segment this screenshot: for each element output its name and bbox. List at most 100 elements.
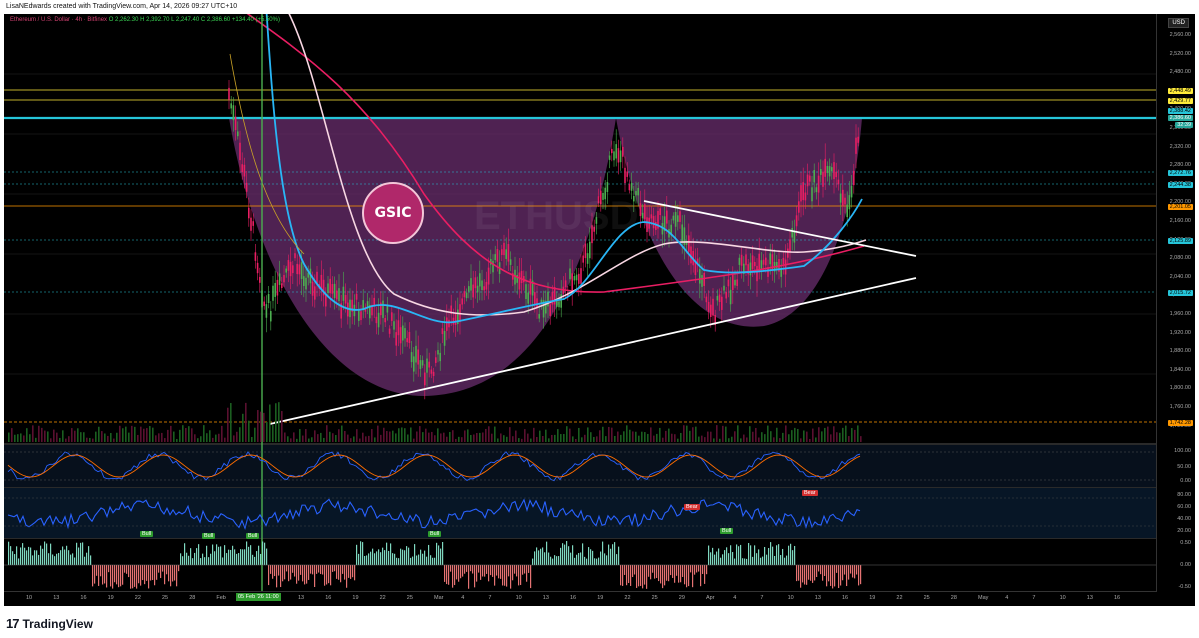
volume-bar bbox=[188, 426, 190, 442]
volume-bar bbox=[749, 426, 751, 442]
histogram-bar bbox=[764, 546, 766, 565]
volume-bar bbox=[413, 438, 415, 442]
histogram-bar bbox=[324, 565, 326, 586]
volume-bar bbox=[179, 429, 181, 442]
candle-body bbox=[329, 278, 331, 294]
chart-frame[interactable]: GSIC ETHUSD Ethereum / U.S. Dollar · 4h … bbox=[4, 14, 1195, 606]
volume-bar bbox=[257, 410, 259, 442]
time-tick: 28 bbox=[189, 595, 196, 601]
candle-body bbox=[395, 332, 397, 346]
volume-bar bbox=[590, 432, 592, 442]
candle-body bbox=[239, 142, 241, 161]
histogram-bar bbox=[586, 558, 588, 565]
price-axis[interactable]: 2,560.002,520.002,480.002,440.002,400.00… bbox=[1156, 14, 1195, 606]
symbol-legend[interactable]: Ethereum / U.S. Dollar · 4h · Bitfinex O… bbox=[10, 17, 280, 23]
time-tick: 7 bbox=[488, 595, 492, 601]
tradingview-logo[interactable]: 17 TradingView bbox=[6, 616, 93, 631]
time-axis[interactable]: 10 13 16 19 22 25 28 Feb 10 13 16 19 22 25 Mar 4 7 10 13 16… bbox=[4, 591, 1157, 606]
volume-bar bbox=[170, 425, 172, 442]
volume-bar bbox=[44, 430, 46, 442]
histogram-bar bbox=[122, 565, 124, 585]
candle-body bbox=[234, 116, 237, 131]
volume-bar bbox=[506, 436, 508, 442]
symbol-name[interactable]: Ethereum / U.S. Dollar · 4h · Bitfinex bbox=[10, 17, 108, 23]
histogram-bar bbox=[294, 565, 296, 577]
histogram-bar bbox=[164, 565, 166, 585]
candle-body bbox=[844, 197, 846, 205]
candle-body bbox=[729, 289, 732, 305]
histogram-bar bbox=[410, 557, 412, 565]
histogram-bar bbox=[566, 541, 568, 565]
volume-bar bbox=[695, 426, 697, 442]
candle-body bbox=[857, 136, 859, 143]
histogram-bar bbox=[738, 546, 740, 565]
histogram-bar bbox=[360, 541, 362, 565]
candle-body bbox=[243, 164, 246, 177]
candle-body bbox=[384, 318, 386, 323]
chart-canvas[interactable] bbox=[4, 14, 1195, 606]
histogram-bar bbox=[574, 557, 576, 565]
histogram-bar bbox=[464, 565, 466, 574]
time-tick: 25 bbox=[651, 595, 658, 601]
histogram-bar bbox=[544, 552, 546, 565]
histogram-bar bbox=[502, 565, 504, 586]
histogram-bar bbox=[828, 565, 830, 582]
gsic-logo-text: GSIC bbox=[374, 205, 412, 221]
histogram-bar bbox=[138, 565, 140, 584]
signal-label-bear: Bear bbox=[802, 490, 818, 496]
volume-bar bbox=[716, 425, 718, 442]
volume-bar bbox=[608, 426, 610, 442]
volume-bar bbox=[527, 433, 529, 442]
histogram-bar bbox=[140, 565, 142, 586]
histogram-bar bbox=[670, 565, 672, 576]
volume-bar bbox=[392, 430, 394, 442]
histogram-bar bbox=[714, 554, 716, 565]
volume-bar bbox=[512, 436, 514, 442]
volume-bar bbox=[152, 427, 154, 442]
volume-bar bbox=[278, 402, 280, 442]
candle-body bbox=[652, 216, 655, 229]
histogram-bar bbox=[632, 565, 634, 578]
candle-body bbox=[474, 277, 477, 289]
volume-bar bbox=[215, 434, 217, 442]
candle-body bbox=[586, 253, 589, 264]
volume-bar bbox=[605, 436, 607, 442]
candle-body bbox=[525, 284, 527, 299]
candle-body bbox=[580, 268, 582, 284]
volume-bar bbox=[473, 434, 475, 442]
volume-bar bbox=[434, 435, 436, 442]
volume-bar bbox=[137, 434, 139, 442]
price-tick: 1,880.00 bbox=[1169, 348, 1191, 355]
histogram-bar bbox=[188, 555, 190, 565]
volume-bar bbox=[575, 438, 577, 442]
currency-button[interactable]: USD bbox=[1168, 18, 1189, 28]
symbol-watermark: ETHUSD bbox=[474, 194, 639, 238]
volume-bar bbox=[296, 438, 298, 442]
histogram-bar bbox=[780, 555, 782, 565]
candle-body bbox=[413, 356, 415, 372]
volume-bar bbox=[782, 432, 784, 442]
histogram-bar bbox=[194, 552, 196, 565]
histogram-bar bbox=[110, 565, 112, 587]
volume-bar bbox=[191, 428, 193, 442]
candle-body bbox=[531, 280, 534, 296]
volume-bar bbox=[719, 438, 721, 442]
histogram-bar bbox=[444, 565, 446, 582]
candle-body bbox=[701, 275, 703, 287]
osc-tick: 20.00 bbox=[1177, 528, 1191, 534]
histogram-bar bbox=[226, 553, 228, 565]
volume-bar bbox=[560, 434, 562, 442]
histogram-bar bbox=[618, 546, 620, 565]
candle-body bbox=[608, 155, 611, 160]
candle-body bbox=[738, 257, 741, 265]
volume-bar bbox=[815, 437, 817, 442]
candle-body bbox=[791, 228, 793, 238]
volume-bar bbox=[461, 437, 463, 442]
volume-bar bbox=[404, 428, 406, 442]
volume-bar bbox=[482, 432, 484, 442]
volume-bar bbox=[26, 428, 28, 442]
volume-bar bbox=[503, 435, 505, 442]
histogram-bar bbox=[382, 547, 384, 565]
candle-body bbox=[285, 268, 287, 273]
histogram-bar bbox=[816, 565, 818, 577]
